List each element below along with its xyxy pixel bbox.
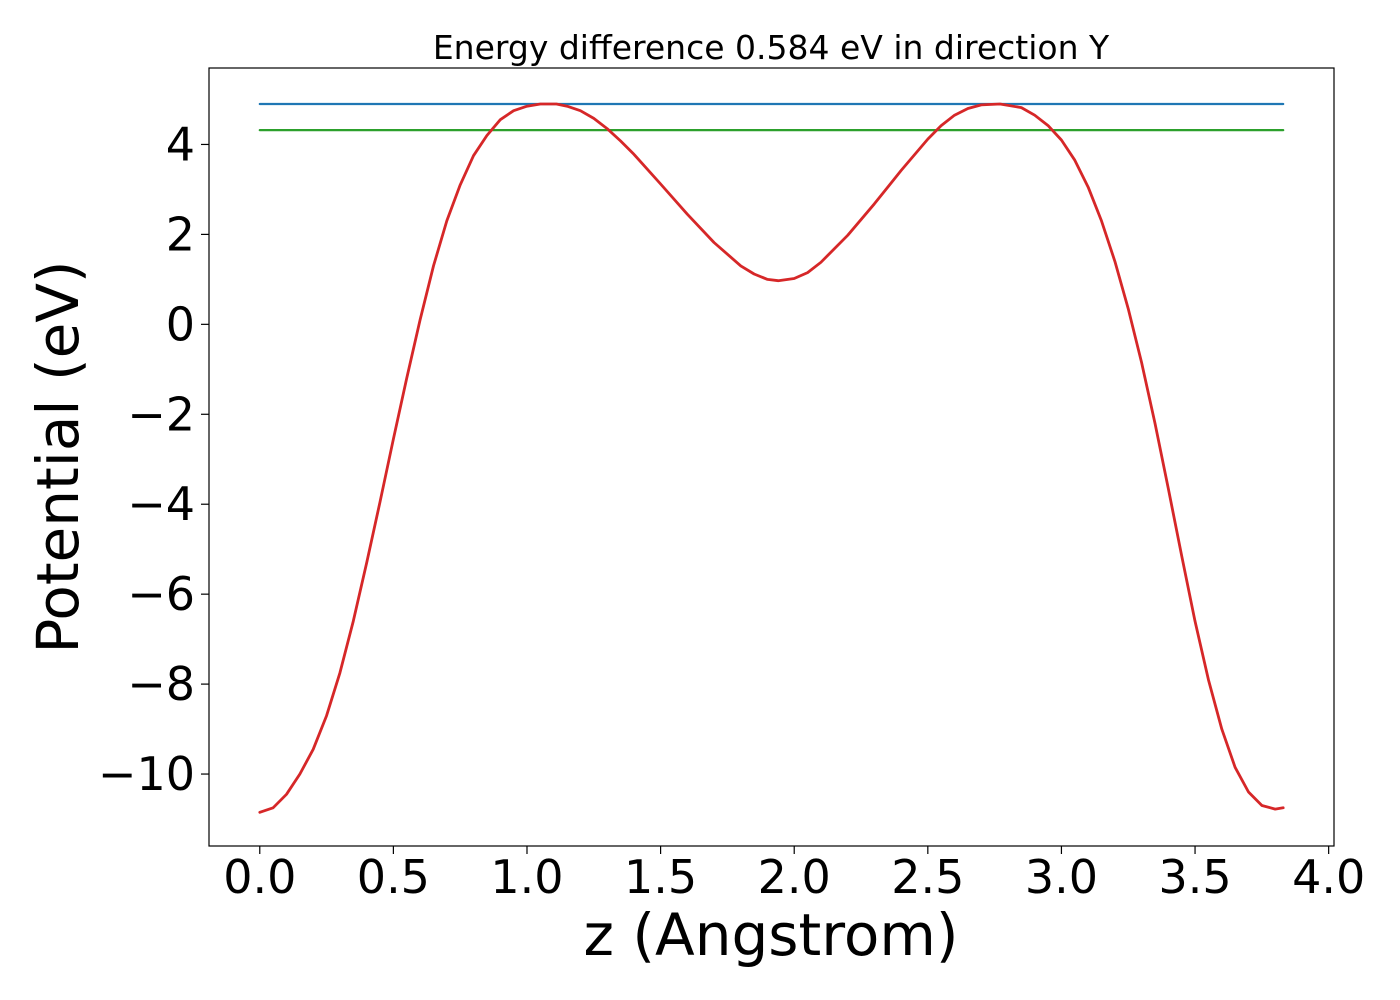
x-tick-label: 0.0 — [223, 850, 296, 904]
y-axis: −10 −8 −6 −4 −2 0 2 4 — [98, 117, 209, 801]
x-axis-label: z (Angstrom) — [584, 901, 959, 969]
y-tick-label: −4 — [127, 477, 195, 531]
y-tick-label: 4 — [166, 117, 195, 171]
x-tick-label: 1.5 — [624, 850, 697, 904]
plot-area — [208, 67, 1335, 847]
x-tick-label: 3.5 — [1158, 850, 1231, 904]
x-axis: 0.0 0.5 1.0 1.5 2.0 2.5 3.0 3.5 4.0 — [223, 846, 1365, 904]
x-tick-label: 2.5 — [891, 850, 964, 904]
y-tick-label: −10 — [98, 747, 195, 801]
series-layer — [258, 102, 1285, 814]
chart-title: Energy difference 0.584 eV in direction … — [433, 28, 1110, 67]
x-tick-label: 2.0 — [758, 850, 831, 904]
x-tick-label: 1.0 — [490, 850, 563, 904]
y-tick-label: −8 — [127, 657, 195, 711]
y-tick-label: −2 — [127, 387, 195, 441]
x-tick-label: 4.0 — [1292, 850, 1365, 904]
y-tick-label: −6 — [127, 567, 195, 621]
y-tick-label: 2 — [166, 207, 195, 261]
series-line-3 — [258, 102, 1285, 814]
y-tick-label: 0 — [166, 297, 195, 351]
x-tick-label: 0.5 — [357, 850, 430, 904]
x-tick-label: 3.0 — [1025, 850, 1098, 904]
y-axis-label: Potential (eV) — [24, 260, 92, 653]
